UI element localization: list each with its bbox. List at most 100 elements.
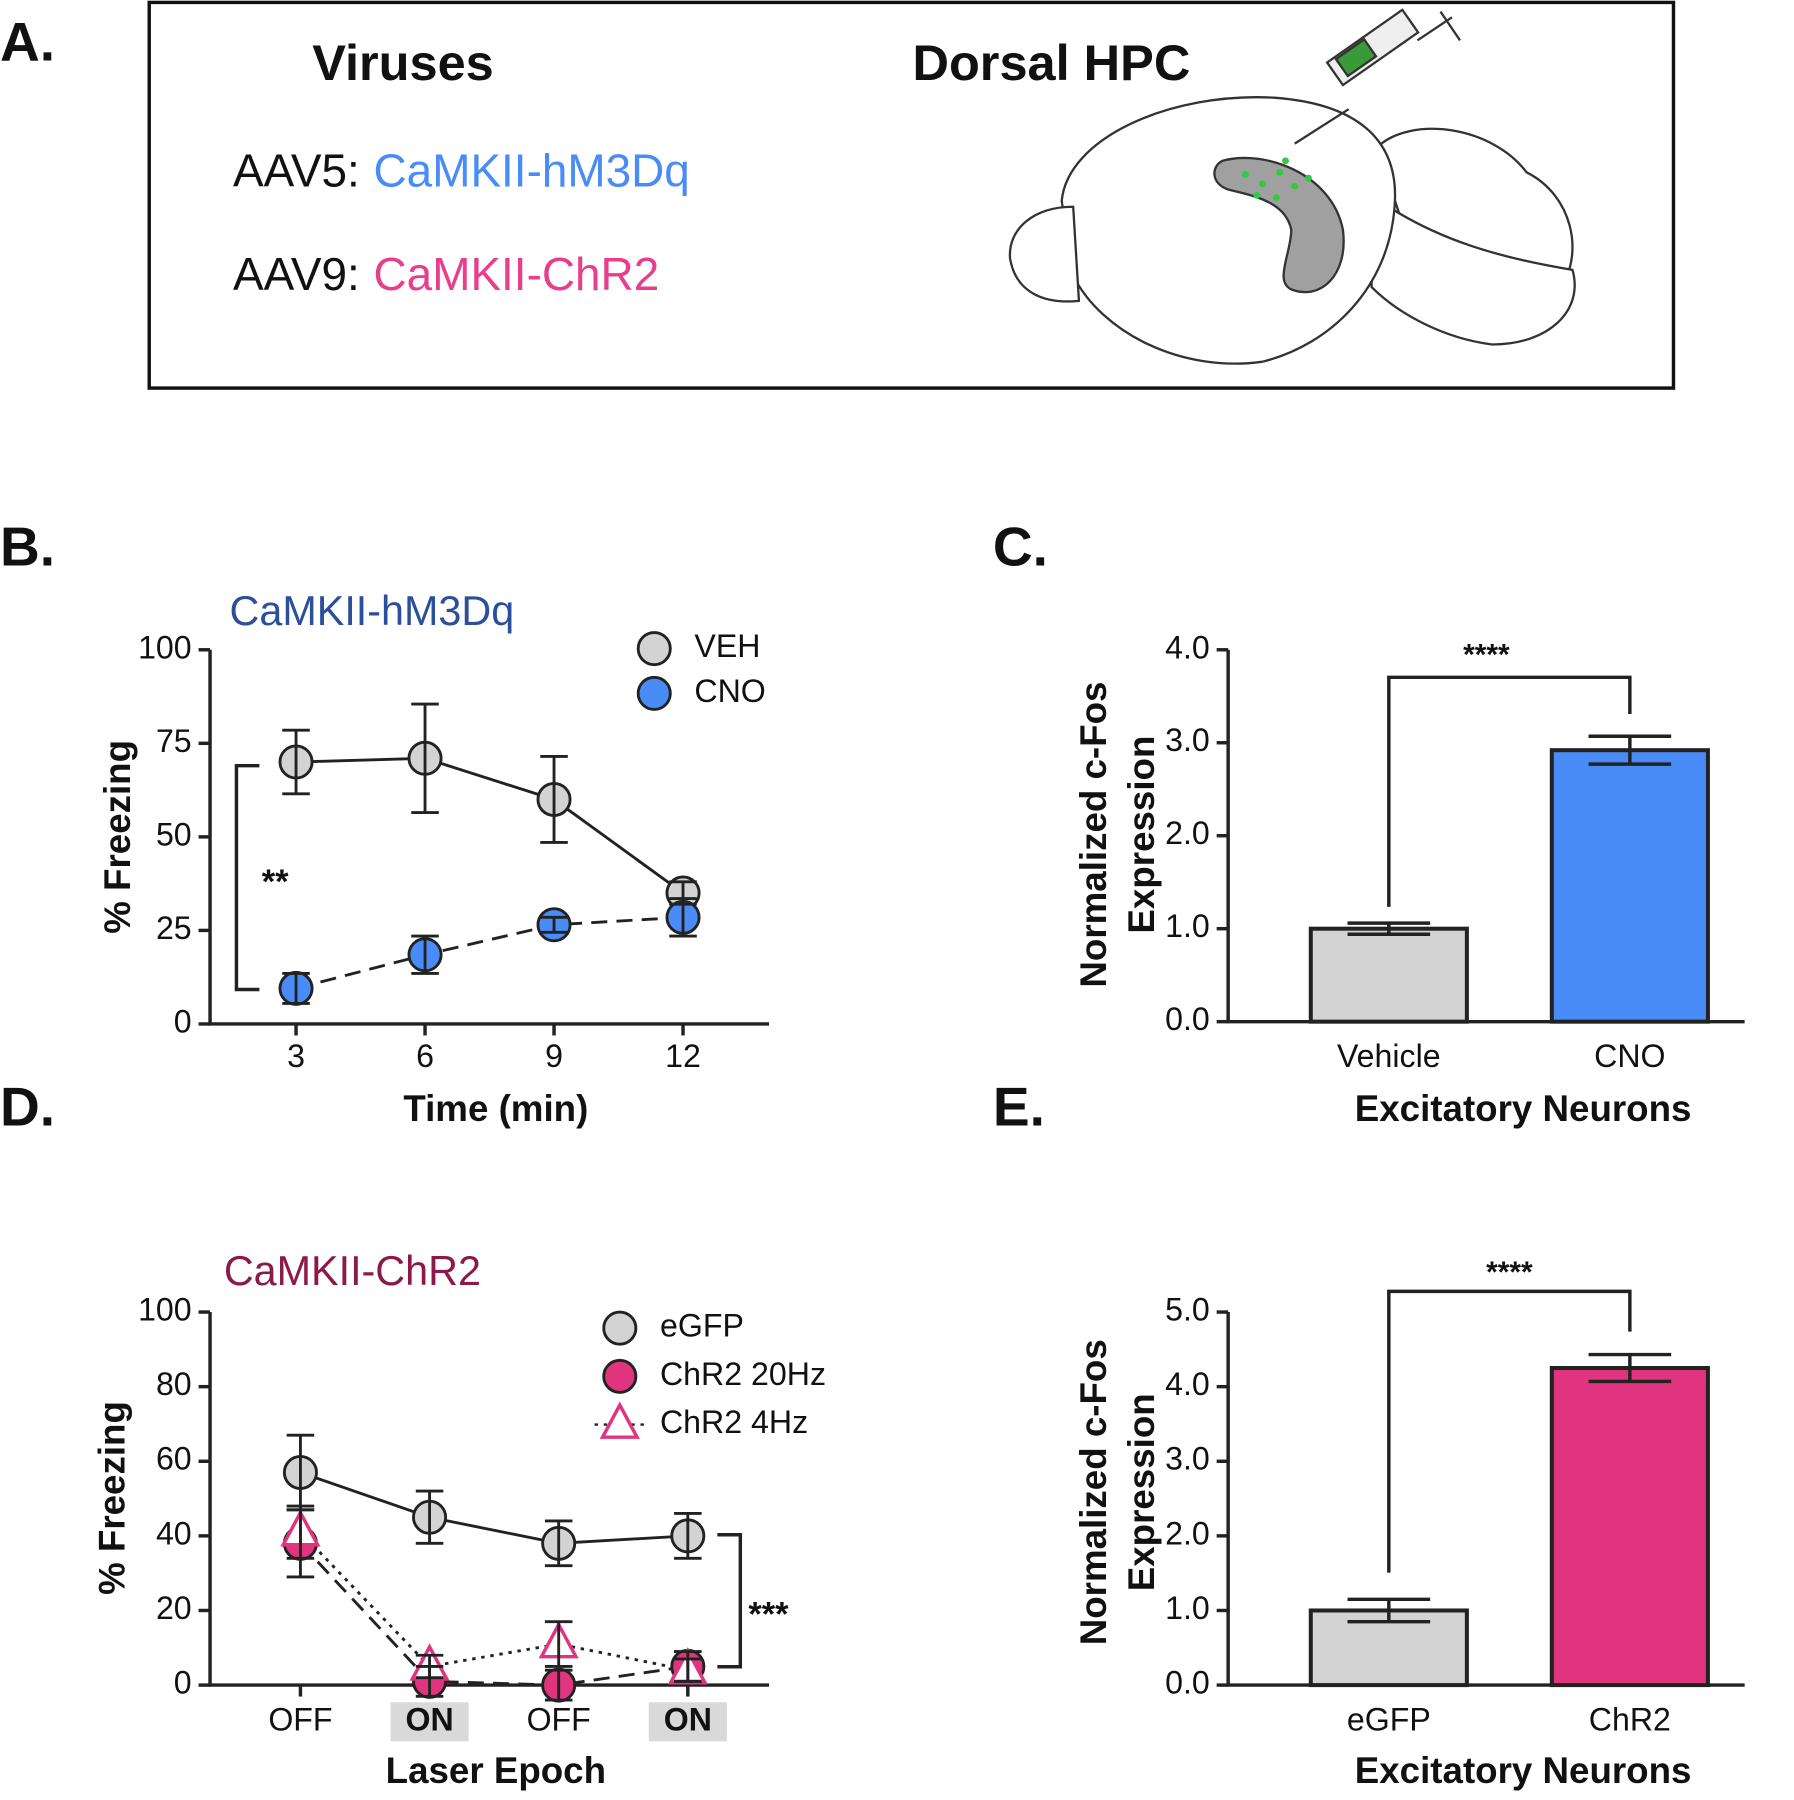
x-tick-label: 3 (287, 1038, 305, 1074)
significance-label: ** (262, 863, 289, 901)
y-axis-label: Normalized c-Fos (1073, 682, 1114, 988)
x-tick-label: 6 (416, 1038, 434, 1074)
y-axis-label: % Freezing (97, 740, 138, 934)
significance-bracket (717, 1533, 743, 1669)
label-highlight (648, 1702, 727, 1742)
y-tick-label: 75 (156, 723, 192, 759)
y-tick-label: 0.0 (1165, 1665, 1210, 1701)
panel-letter: A. (0, 11, 55, 73)
significance-label: **** (1463, 639, 1510, 672)
significance-bracket (234, 763, 260, 992)
y-tick-label: 25 (156, 910, 192, 946)
y-tick-label: 5.0 (1165, 1292, 1210, 1328)
error-bar (1588, 734, 1672, 766)
brain-drawing (1008, 96, 1576, 365)
chart-title: CaMKII-hM3Dq (230, 588, 515, 634)
y-tick-label: 50 (156, 816, 192, 852)
y-tick-label: 20 (156, 1590, 192, 1626)
bar (1308, 926, 1469, 1024)
x-tick-label: ChR2 (1589, 1701, 1671, 1737)
y-axis-label: % Freezing (91, 1401, 132, 1595)
y-tick-label: 40 (156, 1515, 192, 1551)
chart-title: CaMKII-ChR2 (224, 1248, 481, 1294)
legend-label: VEH (694, 628, 760, 664)
marker (602, 1358, 638, 1394)
y-tick-label: 1.0 (1165, 1590, 1210, 1626)
y-tick-label: 100 (138, 629, 192, 665)
x-tick-label: CNO (1594, 1038, 1665, 1074)
construct: CaMKII-ChR2 (374, 248, 660, 300)
y-axis-label: Expression (1121, 736, 1162, 934)
x-tick-label: Vehicle (1337, 1038, 1441, 1074)
panel-letter: C. (993, 516, 1048, 578)
marker (602, 1310, 638, 1346)
error-bar (669, 897, 697, 938)
y-tick-label: 3.0 (1165, 722, 1210, 758)
panel-letter: E. (993, 1076, 1045, 1138)
syringe (1294, 8, 1461, 145)
marker (599, 1401, 640, 1439)
construct-line: AAV9: CaMKII-ChR2 (233, 248, 659, 300)
x-tick-label: 9 (545, 1038, 563, 1074)
panel-letter: B. (0, 516, 55, 578)
y-axis-label: Expression (1121, 1393, 1162, 1591)
panel-letter: D. (0, 1076, 55, 1138)
marker (636, 675, 672, 711)
legend-label: ChR2 20Hz (660, 1356, 826, 1392)
legend-label: eGFP (660, 1308, 744, 1344)
heading: Viruses (312, 34, 494, 91)
error-bar (544, 1620, 573, 1668)
series-line (299, 1542, 689, 1687)
error-bar (540, 915, 568, 934)
label-highlight (390, 1702, 469, 1742)
x-tick-label: eGFP (1347, 1701, 1431, 1737)
significance-bracket (1387, 675, 1632, 907)
series-line (299, 1471, 688, 1545)
x-tick-label: ON (405, 1701, 453, 1737)
axes (208, 649, 770, 1026)
virus-dots (1241, 157, 1312, 201)
y-tick-label: 0.0 (1165, 1001, 1210, 1037)
series-line (295, 915, 684, 990)
series-line (296, 756, 684, 895)
bar (1549, 748, 1710, 1024)
y-tick-label: 2.0 (1165, 815, 1210, 851)
error-bar (411, 702, 439, 814)
y-tick-label: 80 (156, 1366, 192, 1402)
y-tick-label: 3.0 (1165, 1441, 1210, 1477)
error-bar (544, 1668, 573, 1702)
panel-a-frame (147, 0, 1676, 390)
x-tick-label: ON (664, 1701, 712, 1737)
heading: Dorsal HPC (912, 34, 1190, 91)
error-bar (411, 934, 439, 975)
error-bar (282, 728, 310, 796)
y-axis-label: Normalized c-Fos (1073, 1339, 1114, 1645)
error-bar (282, 972, 310, 1005)
x-tick-label: OFF (527, 1701, 591, 1737)
error-bar (415, 1489, 444, 1545)
error-bar (286, 1504, 315, 1560)
error-bar (674, 1512, 702, 1560)
y-tick-label: 4.0 (1165, 629, 1210, 665)
marker (636, 631, 672, 667)
significance-bracket (1387, 1289, 1632, 1573)
legend-label: CNO (694, 673, 765, 709)
error-bar (1347, 1597, 1431, 1624)
error-bar (540, 754, 568, 844)
virus: AAV9: (233, 248, 360, 300)
error-bar (415, 1653, 444, 1680)
significance-label: *** (748, 1595, 789, 1633)
y-tick-label: 0 (174, 1665, 192, 1701)
y-tick-label: 1.0 (1165, 908, 1210, 944)
y-tick-label: 0 (174, 1003, 192, 1039)
y-tick-label: 100 (138, 1292, 192, 1328)
construct: CaMKII-hM3Dq (374, 145, 690, 197)
legend-label: ChR2 4Hz (660, 1404, 808, 1440)
x-tick-label: 12 (665, 1038, 701, 1074)
virus: AAV5: (233, 145, 360, 197)
x-axis-label: Time (min) (403, 1088, 588, 1129)
series-line (299, 1531, 689, 1672)
construct-line: AAV5: CaMKII-hM3Dq (233, 145, 690, 197)
